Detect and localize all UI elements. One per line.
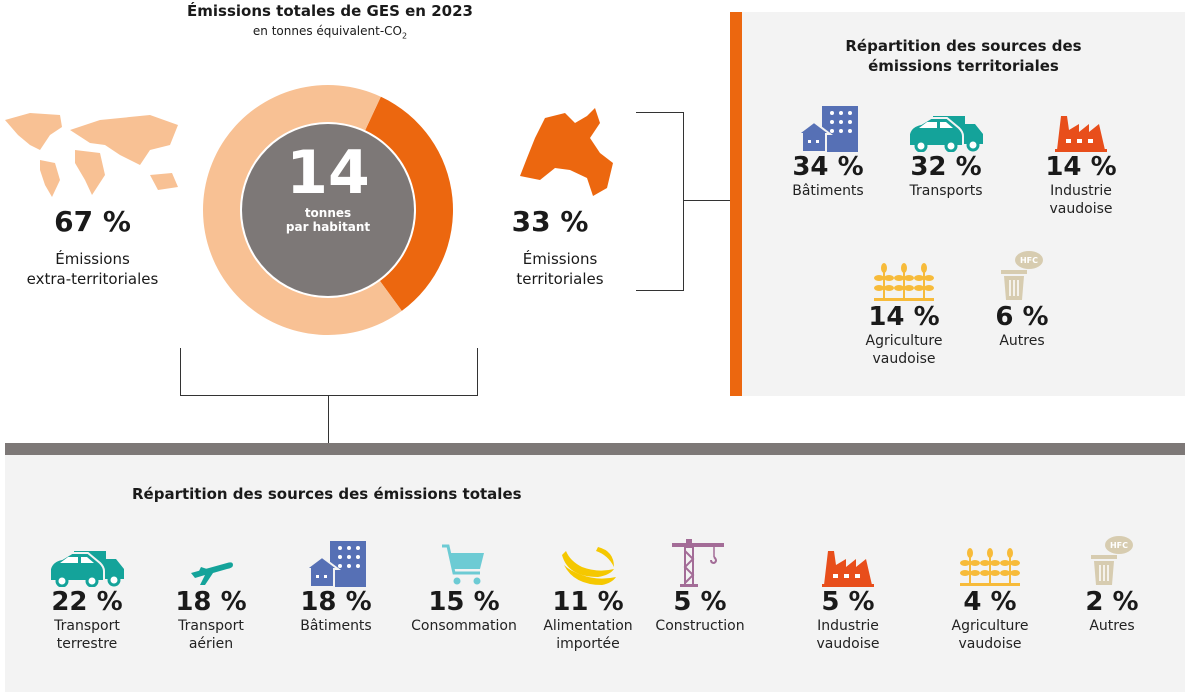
item-label: vaudoise xyxy=(816,636,880,652)
extra-territorial-label-1: Émissions xyxy=(55,250,130,268)
bracket-line xyxy=(683,200,730,201)
trash-hfc-icon: HFC xyxy=(957,242,1087,302)
main-subtitle: en tonnes équivalent-CO2 xyxy=(130,24,530,40)
item-label: vaudoise xyxy=(958,636,1022,652)
item-label: Transport xyxy=(178,618,244,634)
item-pct: 14 % xyxy=(868,302,940,332)
bracket-line xyxy=(683,112,684,291)
item-label: aérien xyxy=(188,636,234,652)
trash-hfc-icon: HFC xyxy=(1047,535,1177,587)
total-item: 22 % Transport terrestre xyxy=(22,535,152,653)
plane-icon xyxy=(146,535,276,587)
item-label: Agriculture xyxy=(865,333,943,349)
territorial-breakdown-panel: Répartition des sources des émissions te… xyxy=(730,12,1185,396)
total-item: 11 % Alimentation importée xyxy=(523,535,653,653)
item-label: Construction xyxy=(655,618,745,634)
bracket-line xyxy=(636,290,684,291)
svg-text:HFC: HFC xyxy=(1110,541,1128,550)
item-pct: 5 % xyxy=(673,587,727,617)
bracket-line xyxy=(328,395,329,443)
item-label: Industrie xyxy=(1050,183,1112,199)
territorial-label-1: Émissions xyxy=(522,250,598,268)
crane-icon xyxy=(635,535,765,587)
wheat-icon xyxy=(925,535,1055,587)
extra-territorial-label-2: extra-territoriales xyxy=(26,270,159,288)
world-map-icon xyxy=(5,113,178,197)
center-unit-2: par habitant xyxy=(285,220,371,234)
donut-slice-extra-territorial xyxy=(203,84,402,335)
item-pct: 11 % xyxy=(552,587,624,617)
item-label: Transport xyxy=(54,618,120,634)
total-item: HFC 2 % Autres xyxy=(1047,535,1177,635)
donut-slice-territorial xyxy=(365,96,453,311)
wheat-icon xyxy=(839,242,969,302)
donut-chart xyxy=(203,84,453,335)
item-label: Autres xyxy=(999,333,1045,349)
item-pct: 22 % xyxy=(51,587,123,617)
territorial-label-2: territoriales xyxy=(516,270,604,288)
item-label: Bâtiments xyxy=(792,183,864,199)
item-pct: 5 % xyxy=(821,587,875,617)
vaud-map-icon xyxy=(520,108,613,196)
item-label: vaudoise xyxy=(1049,201,1113,217)
item-label: vaudoise xyxy=(872,351,936,367)
item-pct: 15 % xyxy=(428,587,500,617)
item-label: importée xyxy=(556,636,620,652)
building-icon xyxy=(271,535,401,587)
bracket-line xyxy=(180,395,478,396)
item-label: Bâtiments xyxy=(300,618,372,634)
item-label: Autres xyxy=(1089,618,1135,634)
item-pct: 4 % xyxy=(963,587,1017,617)
bracket-line xyxy=(636,112,684,113)
territorial-item: 32 % Transports xyxy=(881,92,1011,200)
bracket-line xyxy=(180,348,181,396)
subtitle-subscript: 2 xyxy=(402,31,408,41)
territorial-pct: 33 % xyxy=(511,205,589,238)
item-pct: 34 % xyxy=(792,152,864,182)
svg-text:HFC: HFC xyxy=(1020,256,1038,265)
subtitle-text: en tonnes équivalent-CO xyxy=(252,24,402,38)
territorial-item: 34 % Bâtiments xyxy=(763,92,893,200)
center-value: 14 xyxy=(286,138,370,208)
territorial-title-2: émissions territoriales xyxy=(868,57,1059,75)
item-pct: 2 % xyxy=(1085,587,1139,617)
divider-bar xyxy=(5,443,1185,455)
item-pct: 18 % xyxy=(175,587,247,617)
main-title: Émissions totales de GES en 2023 xyxy=(187,2,473,20)
banana-icon xyxy=(523,535,653,587)
total-item: 5 % Industrie vaudoise xyxy=(783,535,913,653)
total-item: 5 % Construction xyxy=(635,535,765,635)
total-item: 15 % Consommation xyxy=(399,535,529,635)
factory-icon xyxy=(1016,92,1146,152)
item-pct: 6 % xyxy=(995,302,1049,332)
territorial-item: 14 % Agriculture vaudoise xyxy=(839,242,969,368)
donut-center xyxy=(242,124,414,296)
building-icon xyxy=(763,92,893,152)
total-item: 18 % Transport aérien xyxy=(146,535,276,653)
territorial-item: 14 % Industrie vaudoise xyxy=(1016,92,1146,218)
item-label: Industrie xyxy=(817,618,879,634)
item-pct: 32 % xyxy=(910,152,982,182)
total-item: 4 % Agriculture vaudoise xyxy=(925,535,1055,653)
vehicles-icon xyxy=(22,535,152,587)
factory-icon xyxy=(783,535,913,587)
territorial-title-1: Répartition des sources des xyxy=(845,37,1082,55)
cart-icon xyxy=(399,535,529,587)
item-pct: 18 % xyxy=(300,587,372,617)
total-breakdown-panel: Répartition des sources des émissions to… xyxy=(5,455,1185,692)
item-pct: 14 % xyxy=(1045,152,1117,182)
item-label: Consommation xyxy=(411,618,517,634)
vehicles-icon xyxy=(881,92,1011,152)
total-title: Répartition des sources des émissions to… xyxy=(132,485,522,503)
bracket-line xyxy=(477,348,478,396)
item-label: Transports xyxy=(909,183,983,199)
extra-territorial-pct: 67 % xyxy=(54,205,131,238)
territorial-item: HFC 6 % Autres xyxy=(957,242,1087,350)
total-item: 18 % Bâtiments xyxy=(271,535,401,635)
item-label: terrestre xyxy=(56,636,118,652)
item-label: Alimentation xyxy=(543,618,633,634)
center-unit-1: tonnes xyxy=(304,206,352,220)
item-label: Agriculture xyxy=(951,618,1029,634)
